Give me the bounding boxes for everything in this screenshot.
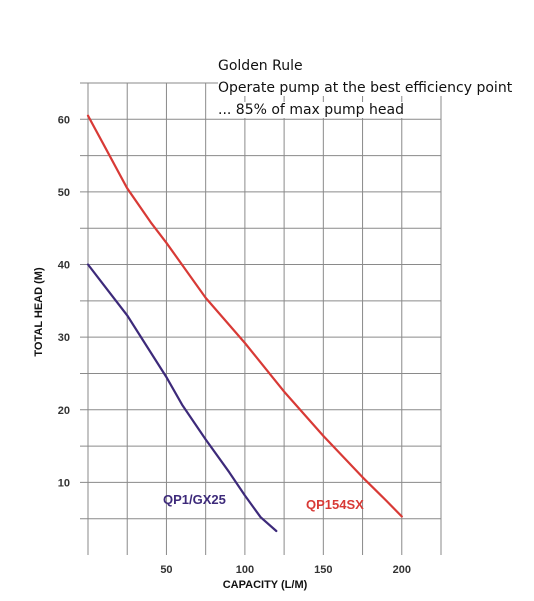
y-tick-label: 20 bbox=[58, 405, 70, 417]
x-axis-label: CAPACITY (L/M) bbox=[223, 579, 308, 591]
annotation-title: Golden Rule bbox=[218, 58, 305, 74]
series-line-qp154sx bbox=[86, 114, 403, 518]
y-tick-label: 50 bbox=[58, 187, 70, 199]
y-tick-label: 30 bbox=[58, 332, 70, 344]
series-line-qp1-gx25 bbox=[86, 263, 278, 533]
series-lines bbox=[86, 114, 403, 533]
chart-grid bbox=[80, 82, 442, 555]
x-tick-label: 50 bbox=[160, 564, 172, 576]
x-tick-label: 200 bbox=[393, 564, 411, 576]
y-axis-label: TOTAL HEAD (M) bbox=[33, 267, 45, 357]
x-tick-label: 150 bbox=[314, 564, 332, 576]
annotation-detail: ... 85% of max pump head bbox=[218, 102, 406, 118]
series-label-qp1-gx25: QP1/GX25 bbox=[163, 492, 226, 507]
y-tick-label: 10 bbox=[58, 477, 70, 489]
y-tick-label: 40 bbox=[58, 260, 70, 272]
y-tick-label: 60 bbox=[58, 114, 70, 126]
tick-labels: 50 100 150 200 10 20 30 40 50 60 bbox=[58, 114, 411, 576]
annotation-rule: Operate pump at the best efficiency poin… bbox=[218, 80, 515, 96]
x-tick-label: 100 bbox=[236, 564, 254, 576]
series-label-qp154sx: QP154SX bbox=[306, 497, 364, 512]
